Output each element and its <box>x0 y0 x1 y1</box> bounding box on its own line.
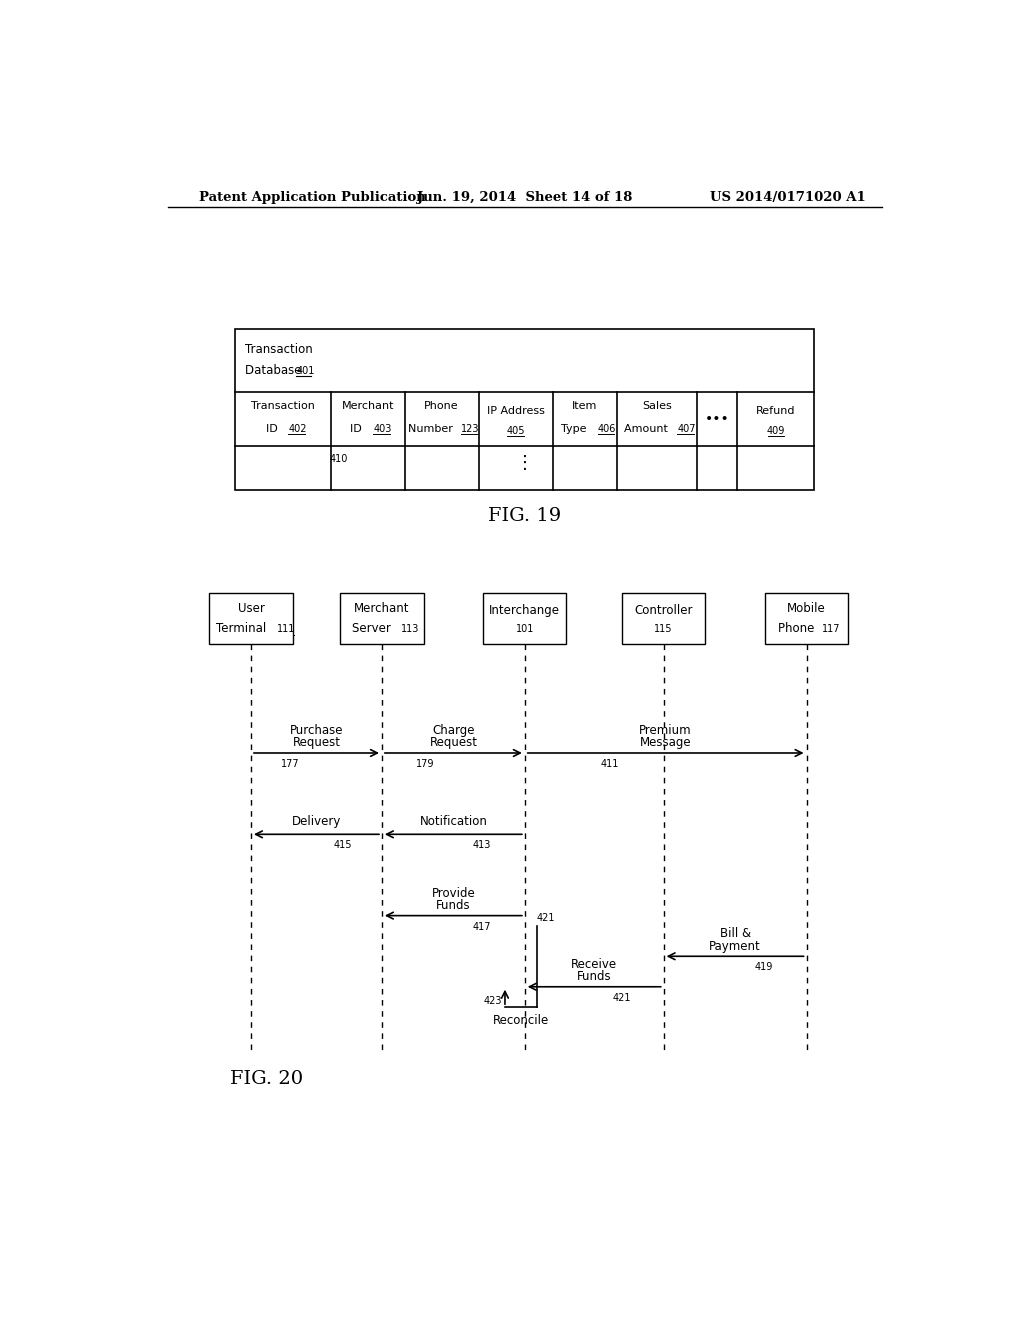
Text: Reconcile: Reconcile <box>493 1014 549 1027</box>
Text: 179: 179 <box>416 759 434 770</box>
Text: Request: Request <box>429 737 477 750</box>
Text: 406: 406 <box>598 424 616 434</box>
Text: User: User <box>238 602 264 615</box>
Text: Premium: Premium <box>639 725 692 737</box>
Text: Terminal: Terminal <box>216 623 273 635</box>
Text: Item: Item <box>572 401 598 412</box>
Text: FIG. 20: FIG. 20 <box>230 1071 303 1088</box>
Text: 115: 115 <box>654 624 673 634</box>
Bar <box>622 594 706 644</box>
Bar <box>483 594 566 644</box>
Text: Provide: Provide <box>431 887 475 900</box>
Text: Jun. 19, 2014  Sheet 14 of 18: Jun. 19, 2014 Sheet 14 of 18 <box>417 190 633 203</box>
Bar <box>340 594 424 644</box>
Text: 177: 177 <box>281 759 300 770</box>
Text: Receive: Receive <box>571 958 617 972</box>
Text: ID: ID <box>265 424 285 434</box>
Text: Server: Server <box>352 623 398 635</box>
Text: Request: Request <box>293 737 340 750</box>
Text: Merchant: Merchant <box>341 401 394 412</box>
Text: Message: Message <box>640 737 691 750</box>
Text: Phone: Phone <box>424 401 459 412</box>
Text: Phone: Phone <box>778 623 822 635</box>
Text: 421: 421 <box>612 993 631 1003</box>
Text: 423: 423 <box>483 997 503 1006</box>
Text: 402: 402 <box>289 424 307 434</box>
Text: Bill &: Bill & <box>720 928 751 940</box>
Text: Funds: Funds <box>577 970 611 983</box>
Text: IP Address: IP Address <box>486 405 545 416</box>
Text: Database: Database <box>246 364 309 378</box>
Text: Mobile: Mobile <box>787 602 826 615</box>
Text: 419: 419 <box>755 962 773 973</box>
Text: 417: 417 <box>473 921 492 932</box>
Bar <box>209 594 293 644</box>
Text: 113: 113 <box>401 624 420 634</box>
Text: 403: 403 <box>373 424 391 434</box>
Text: 405: 405 <box>506 426 525 436</box>
Text: 401: 401 <box>296 366 314 376</box>
Text: Controller: Controller <box>635 605 693 618</box>
Text: Amount: Amount <box>624 424 675 434</box>
Text: ⋮: ⋮ <box>516 454 534 471</box>
Text: 117: 117 <box>822 624 841 634</box>
Text: 421: 421 <box>537 912 555 923</box>
Text: Purchase: Purchase <box>290 725 343 737</box>
Text: 415: 415 <box>334 841 352 850</box>
Text: 411: 411 <box>600 759 618 770</box>
Text: Interchange: Interchange <box>489 605 560 618</box>
Text: Transaction: Transaction <box>246 343 313 356</box>
Text: 407: 407 <box>677 424 695 434</box>
Text: 101: 101 <box>516 624 534 634</box>
Text: 410: 410 <box>329 454 347 463</box>
Text: FIG. 19: FIG. 19 <box>488 507 561 525</box>
Text: Sales: Sales <box>642 401 672 412</box>
Bar <box>765 594 848 644</box>
Bar <box>236 329 814 490</box>
Text: Transaction: Transaction <box>251 401 314 412</box>
Text: Type: Type <box>561 424 593 434</box>
Text: Merchant: Merchant <box>354 602 410 615</box>
Text: 111: 111 <box>278 624 296 634</box>
Text: Funds: Funds <box>436 899 471 912</box>
Text: Charge: Charge <box>432 725 475 737</box>
Text: Patent Application Publication: Patent Application Publication <box>200 190 426 203</box>
Text: Refund: Refund <box>756 405 796 416</box>
Text: ID: ID <box>350 424 369 434</box>
Text: Payment: Payment <box>710 940 761 953</box>
Text: •••: ••• <box>705 412 730 425</box>
Text: Notification: Notification <box>420 814 487 828</box>
Text: 409: 409 <box>767 426 785 436</box>
Text: US 2014/0171020 A1: US 2014/0171020 A1 <box>711 190 866 203</box>
Text: 123: 123 <box>462 424 480 434</box>
Text: 413: 413 <box>473 841 492 850</box>
Text: Number: Number <box>408 424 460 434</box>
Text: Delivery: Delivery <box>292 814 341 828</box>
